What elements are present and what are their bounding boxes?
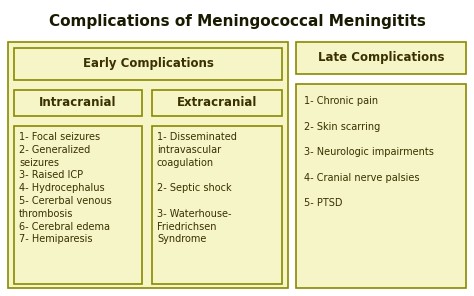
FancyBboxPatch shape <box>296 42 466 74</box>
Text: Late Complications: Late Complications <box>318 52 444 65</box>
Text: 1- Focal seizures
2- Generalized
seizures
3- Raised ICP
4- Hydrocephalus
5- Cere: 1- Focal seizures 2- Generalized seizure… <box>19 132 112 244</box>
Text: Intracranial: Intracranial <box>39 96 117 110</box>
FancyBboxPatch shape <box>296 84 466 288</box>
FancyBboxPatch shape <box>14 48 282 80</box>
Text: 1- Chronic pain

2- Skin scarring

3- Neurologic impairments

4- Cranial nerve p: 1- Chronic pain 2- Skin scarring 3- Neur… <box>304 96 434 208</box>
Text: Early Complications: Early Complications <box>82 57 213 70</box>
FancyBboxPatch shape <box>152 90 282 116</box>
Text: Extracranial: Extracranial <box>177 96 257 110</box>
Text: 1- Disseminated
intravascular
coagulation

2- Septic shock

3- Waterhouse-
Fried: 1- Disseminated intravascular coagulatio… <box>157 132 237 244</box>
FancyBboxPatch shape <box>14 90 142 116</box>
FancyBboxPatch shape <box>152 126 282 284</box>
FancyBboxPatch shape <box>8 42 288 288</box>
FancyBboxPatch shape <box>14 126 142 284</box>
Text: Complications of Meningococcal Meningitits: Complications of Meningococcal Meningiti… <box>48 14 426 29</box>
